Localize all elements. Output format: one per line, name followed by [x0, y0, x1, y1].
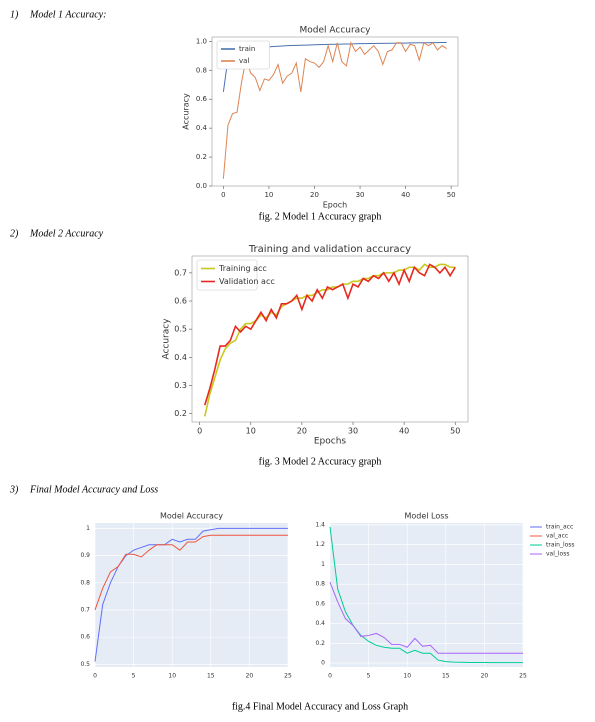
- x-tick-label: 25: [284, 673, 292, 680]
- x-tick-label: 50: [450, 427, 460, 436]
- legend-label: train: [239, 45, 255, 53]
- x-tick-label: 0: [221, 191, 225, 199]
- x-tick-label: 5: [132, 673, 136, 680]
- x-tick-label: 0: [197, 427, 202, 436]
- y-tick-label: 0.6: [315, 600, 325, 607]
- legend-label: train_acc: [546, 524, 573, 531]
- figure-caption: fig. 3 Model 2 Accuracy graph: [259, 456, 382, 467]
- section-number: 1): [10, 9, 19, 20]
- x-tick-label: 20: [481, 673, 489, 680]
- y-axis-label: Accuracy: [182, 93, 191, 130]
- y-tick-label: 0.8: [196, 66, 207, 74]
- x-axis-label: Epoch: [323, 201, 348, 210]
- series-line: [329, 581, 523, 654]
- x-tick-label: 15: [442, 673, 450, 680]
- x-tick-label: 0: [93, 673, 97, 680]
- y-tick-label: 0.6: [80, 634, 90, 641]
- x-tick-label: 40: [399, 427, 409, 436]
- y-tick-label: 0.4: [174, 353, 187, 362]
- figure-caption: fig.4 Final Model Accuracy and Loss Grap…: [232, 701, 408, 712]
- section-heading: Model 1 Accuracy:: [29, 9, 106, 20]
- legend-label: Validation acc: [219, 277, 275, 286]
- y-tick-label: 1.0: [196, 37, 207, 45]
- y-tick-label: 0.5: [80, 661, 90, 668]
- section-heading: Model 2 Accuracy: [29, 228, 104, 239]
- y-tick-label: 0.9: [80, 552, 90, 559]
- y-tick-label: 0.8: [315, 581, 325, 588]
- y-tick-label: 0.3: [174, 381, 187, 390]
- x-tick-label: 10: [246, 427, 256, 436]
- y-tick-label: 0.2: [174, 409, 187, 418]
- plot-area: [330, 523, 523, 667]
- y-tick-label: 0.2: [196, 153, 207, 161]
- y-axis-label: Accuracy: [162, 318, 172, 360]
- y-tick-label: 0: [321, 660, 325, 667]
- y-tick-label: 0.5: [174, 325, 187, 334]
- y-tick-label: 0.6: [196, 95, 208, 103]
- section-number: 3): [9, 484, 19, 495]
- x-tick-label: 30: [356, 191, 365, 199]
- section-heading: Final Model Accuracy and Loss: [29, 484, 158, 495]
- y-tick-label: 1.4: [315, 521, 325, 528]
- series-line: [222, 41, 447, 179]
- series-line: [204, 263, 456, 406]
- legend-box: [216, 40, 270, 70]
- x-axis-label: Epochs: [314, 437, 347, 447]
- x-tick-label: 50: [447, 191, 456, 199]
- legend-label: Training acc: [218, 264, 267, 273]
- x-tick-label: 40: [401, 191, 410, 199]
- legend-label: train_loss: [546, 542, 575, 549]
- x-tick-label: 20: [297, 427, 307, 436]
- y-tick-label: 1: [321, 561, 325, 568]
- figure-caption: fig. 2 Model 1 Accuracy graph: [259, 211, 382, 222]
- series-line: [94, 534, 288, 611]
- x-tick-label: 20: [246, 673, 254, 680]
- x-tick-label: 5: [367, 673, 371, 680]
- plot-area: [95, 523, 288, 667]
- y-tick-label: 0.4: [315, 620, 325, 627]
- y-tick-label: 1: [86, 525, 90, 532]
- x-tick-label: 10: [264, 191, 273, 199]
- y-tick-label: 0.7: [80, 606, 90, 613]
- x-tick-label: 15: [207, 673, 215, 680]
- y-tick-label: 1.2: [315, 541, 325, 548]
- x-tick-label: 0: [328, 673, 332, 680]
- legend-box: [196, 259, 258, 291]
- legend-label: val_acc: [546, 533, 568, 540]
- x-tick-label: 10: [168, 673, 176, 680]
- legend-label: val: [239, 57, 249, 65]
- x-tick-label: 25: [519, 673, 527, 680]
- chart-title: Model Accuracy: [300, 26, 372, 36]
- legend-label: val_loss: [546, 551, 569, 558]
- chart-title: Model Accuracy: [160, 512, 223, 521]
- chart-title: Training and validation accuracy: [248, 244, 411, 255]
- y-tick-label: 0.8: [80, 579, 90, 586]
- x-tick-label: 20: [310, 191, 319, 199]
- y-tick-label: 0.0: [196, 182, 207, 190]
- x-tick-label: 30: [348, 427, 358, 436]
- section-number: 2): [10, 228, 19, 239]
- y-tick-label: 0.2: [315, 640, 325, 647]
- y-tick-label: 0.7: [174, 268, 187, 277]
- chart-title: Model Loss: [404, 512, 448, 521]
- y-tick-label: 0.4: [196, 124, 208, 132]
- x-tick-label: 10: [403, 673, 411, 680]
- y-tick-label: 0.6: [174, 297, 187, 306]
